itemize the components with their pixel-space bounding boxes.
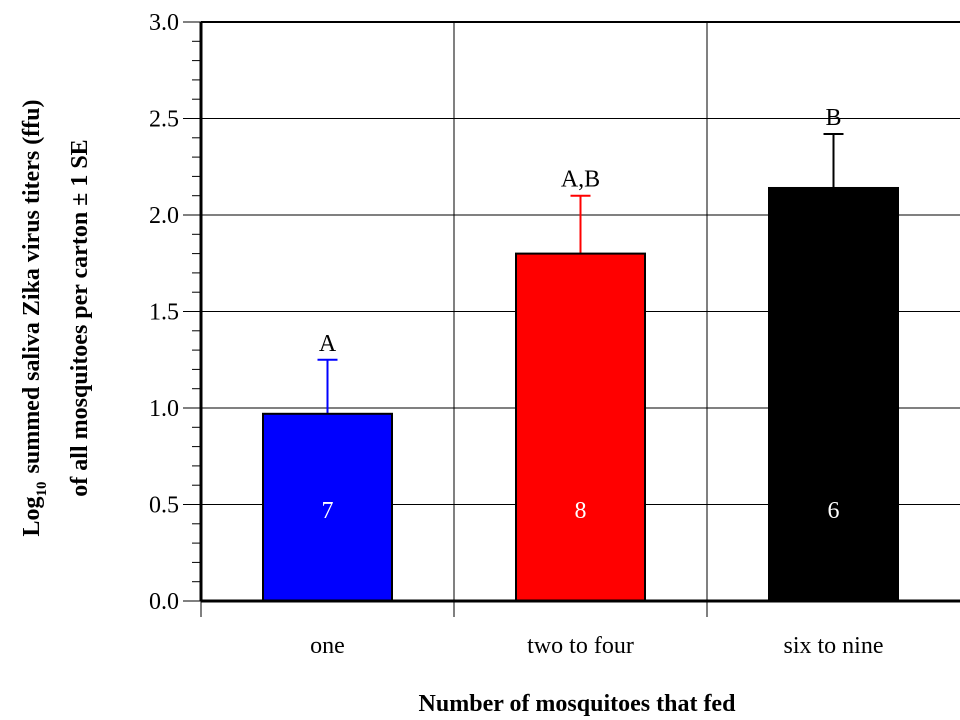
y-tick-label: 1.5 [149, 300, 179, 326]
y-tick-label: 1.0 [149, 396, 179, 422]
bar [768, 186, 899, 602]
significance-label: A,B [561, 167, 600, 193]
y-axis-title-line2: of all mosquitoes per carton ± 1 SE [67, 139, 93, 496]
x-tick-label: two to four [527, 633, 634, 659]
y-tick-label: 2.5 [149, 107, 179, 133]
bars [262, 132, 899, 603]
x-tick-label: one [310, 633, 345, 659]
y-tick-label: 2.0 [149, 203, 179, 229]
x-tick-label: six to nine [784, 633, 884, 659]
significance-label: A [319, 331, 337, 357]
significance-label: B [825, 105, 841, 131]
y-axis-title-log: Log [19, 496, 45, 536]
axes [183, 21, 960, 617]
labels: A 7 one A,B 8 two to four B 6 six to nine 0.0 0.5 1… [149, 10, 884, 659]
y-tick-label: 3.0 [149, 10, 179, 36]
x-axis-title: Number of mosquitoes that fed [419, 691, 737, 717]
y-axis-title-line1: Log10 summed saliva Zika virus titers (ff… [19, 99, 50, 536]
bar [515, 252, 646, 602]
y-axis-title: Log10 summed saliva Zika virus titers (ff… [19, 99, 93, 536]
sample-size-label: 7 [322, 498, 334, 524]
sample-size-label: 6 [828, 498, 840, 524]
y-tick-label: 0.5 [149, 493, 179, 519]
y-axis-title-rest: summed saliva Zika virus titers (ffu) [19, 99, 45, 473]
y-axis-title-subscript: 10 [34, 481, 50, 496]
y-tick-label: 0.0 [149, 589, 179, 615]
bar [262, 412, 393, 603]
sample-size-label: 8 [575, 498, 587, 524]
